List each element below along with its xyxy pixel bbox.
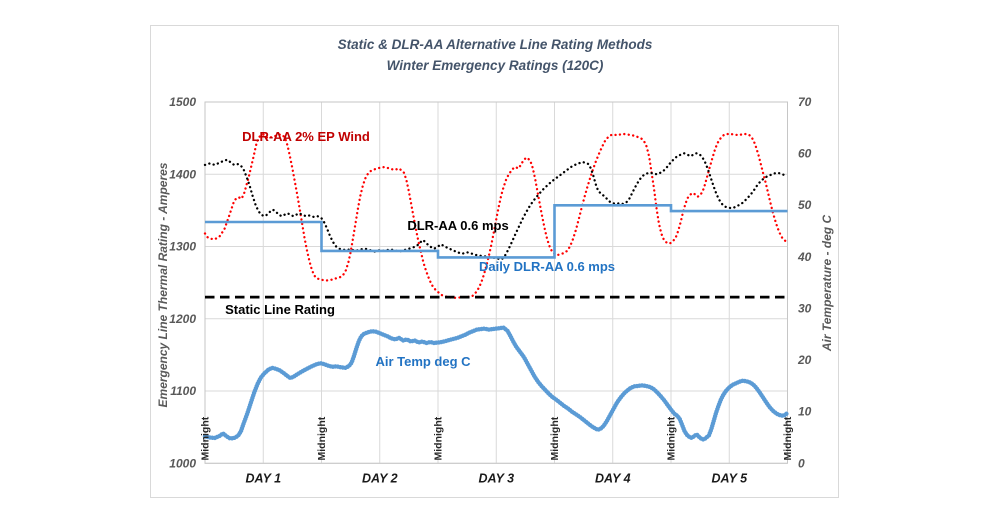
series-label-air-temp-deg-c: Air Temp deg C: [375, 354, 471, 369]
series-dlr-aa-2-ep-wind: [203, 132, 789, 299]
left-axis-tick-label: 1400: [169, 167, 196, 181]
x-axis-midnight-label: Midnight: [549, 416, 561, 460]
x-axis-midnight-label: Midnight: [200, 416, 212, 460]
series-dlr-aa-0-6-mps: [203, 152, 789, 261]
right-axis-tick-label: 20: [797, 353, 812, 367]
x-axis-midnight-label: Midnight: [316, 416, 328, 460]
left-axis-tick-label: 1200: [169, 312, 196, 326]
left-axis-tick-label: 1300: [169, 240, 196, 254]
series-label-daily-dlr-aa-0-6-mps: Daily DLR-AA 0.6 mps: [479, 259, 615, 274]
x-axis-day-label: DAY 4: [595, 472, 631, 486]
x-axis-day-label: DAY 3: [478, 472, 514, 486]
plot-border: [204, 101, 788, 464]
x-axis-day-label: DAY 1: [245, 472, 281, 486]
x-axis-day-label: DAY 2: [362, 472, 398, 486]
left-axis-tick-label: 1000: [169, 456, 196, 470]
left-axis-tick-label: 1100: [170, 384, 196, 398]
series-label-dlr-aa-2-ep-wind: DLR-AA 2% EP Wind: [242, 129, 370, 144]
x-axis-midnight-label: Midnight: [666, 416, 678, 460]
right-axis-tick-label: 50: [798, 198, 812, 212]
series-air-temp: [202, 325, 790, 442]
x-axis-midnight-label: Midnight: [433, 416, 445, 460]
x-axis-midnight-label: Midnight: [782, 416, 794, 460]
left-axis-tick-label: 1500: [169, 95, 196, 109]
right-axis-tick-label: 30: [798, 301, 812, 315]
right-axis-tick-label: 40: [797, 250, 812, 264]
right-axis-tick-label: 0: [798, 456, 805, 470]
chart-title: Static & DLR-AA Alternative Line Rating …: [337, 37, 653, 52]
x-axis-day-label: DAY 5: [711, 472, 748, 486]
series-label-dlr-aa-0-6-mps: DLR-AA 0.6 mps: [407, 218, 508, 233]
right-axis-tick-label: 60: [798, 147, 812, 161]
series-label-static-line-rating: Static Line Rating: [225, 302, 335, 317]
chart-subtitle: Winter Emergency Ratings (120C): [386, 58, 604, 73]
series-daily-dlr-step: [205, 204, 788, 259]
right-axis-tick-label: 10: [798, 405, 812, 419]
chart-frame: [150, 25, 839, 498]
right-axis-tick-label: 70: [798, 95, 812, 109]
